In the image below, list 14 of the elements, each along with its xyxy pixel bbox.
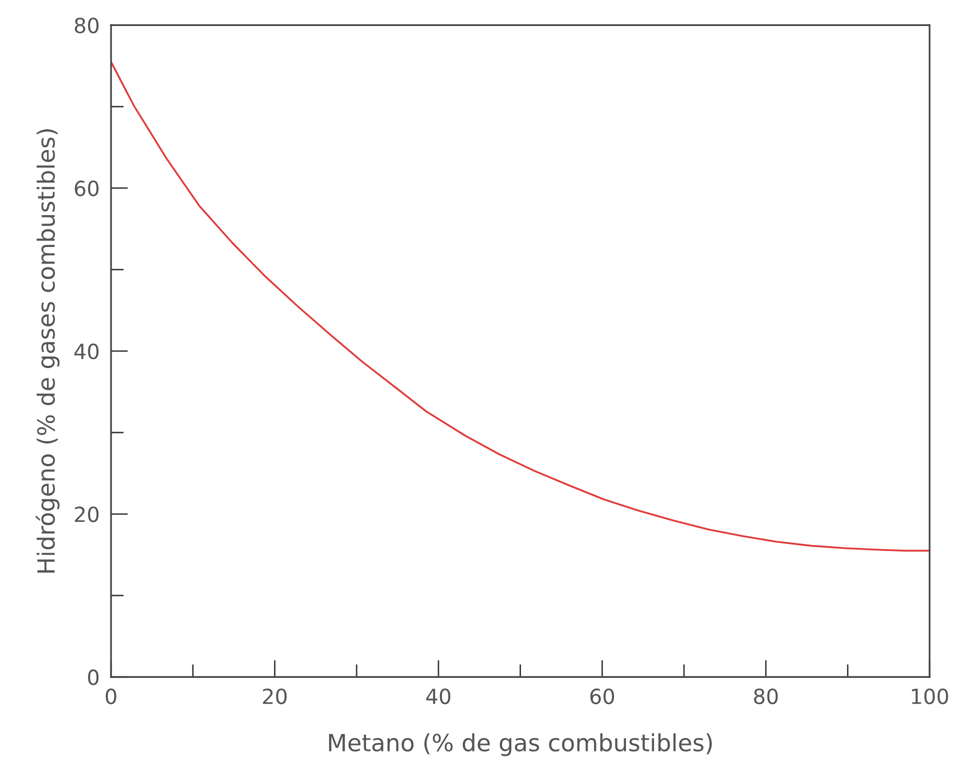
y-tick-label: 80 [74,18,99,34]
x-tick-label: 20 [263,688,287,704]
y-axis-title: Hidrógeno (% de gases combustibles) [36,129,60,573]
x-tick-label: 0 [106,688,116,704]
line-series [111,60,930,552]
x-tick-label: 60 [590,688,614,704]
y-tick-label: 60 [74,180,99,196]
x-axis-title: Metano (% de gas combustibles) [329,733,712,756]
y-tick-label: 0 [88,669,99,686]
x-tick-label: 100 [912,688,948,704]
y-tick-label: 40 [74,344,99,360]
x-tick-label: 40 [426,688,450,704]
y-tick-label: 20 [74,506,99,522]
x-tick-label: 80 [754,688,778,704]
